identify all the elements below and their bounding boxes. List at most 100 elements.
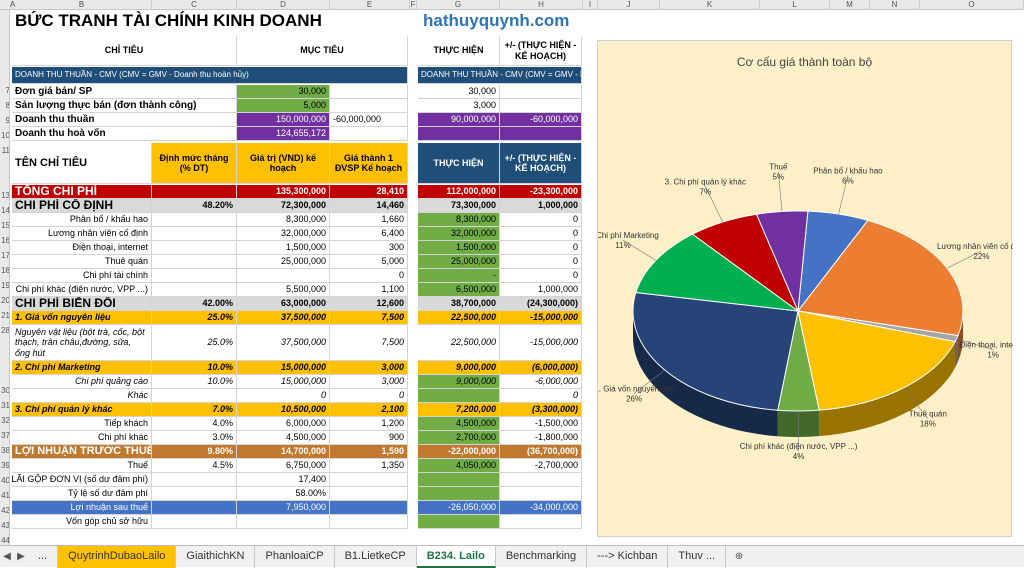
cost-row-actual[interactable]: 6,500,000 [418,283,500,297]
cost-header-pct[interactable]: Định mức tháng (% DT) [152,143,237,184]
cost-row-plan[interactable]: 135,300,000 [237,185,330,199]
cost-row-label[interactable]: Điện thoại, internet [12,241,152,255]
sheet-tab[interactable]: Benchmarking [496,546,587,568]
sheet-tab[interactable]: ... [28,546,58,568]
cost-row-unit[interactable]: 1,100 [330,283,408,297]
sheet-tab[interactable]: GiaithichKN [176,546,255,568]
sheet-tab[interactable]: B1.LietkeCP [335,546,417,568]
cost-row-unit[interactable]: 14,460 [330,199,408,213]
cost-row-actual[interactable]: - [418,269,500,283]
cost-row-plan[interactable]: 32,000,000 [237,227,330,241]
sheet-tab[interactable]: PhanloaiCP [255,546,334,568]
column-header[interactable]: M [830,0,870,10]
column-header[interactable]: L [760,0,830,10]
cost-row-unit[interactable]: 3,000 [330,361,408,375]
row-header[interactable]: 30 [0,385,10,397]
cost-header-unit[interactable]: Giá thành 1 ĐVSP Kế hoạch [330,143,408,184]
cost-row-label[interactable]: 3. Chi phí quản lý khác [12,403,152,417]
row-header[interactable]: 18 [0,265,10,277]
info-diff[interactable] [500,85,582,99]
cost-row-label[interactable]: Lợi nhuận sau thuế [12,501,152,515]
cost-row-diff[interactable]: (6,000,000) [500,361,582,375]
info-plan[interactable]: 150,000,000 [237,113,330,127]
cost-row-label[interactable]: CHI PHÍ BIẾN ĐỔI [12,297,152,311]
info-blank[interactable] [330,127,408,141]
cost-row-pct[interactable]: 10.0% [152,375,237,389]
cost-row-plan[interactable]: 8,300,000 [237,213,330,227]
cost-row-pct[interactable]: 25.0% [152,325,237,361]
cost-row-pct[interactable]: 48.20% [152,199,237,213]
cost-row-pct[interactable] [152,515,237,529]
cost-row-pct[interactable]: 4.0% [152,417,237,431]
cost-row-unit[interactable]: 0 [330,389,408,403]
cost-row-pct[interactable]: 3.0% [152,431,237,445]
cost-row-label[interactable]: TỔNG CHI PHÍ [12,185,152,199]
tab-scroll-right-icon[interactable]: ▶ [14,551,28,562]
info-label[interactable]: Sản lượng thực bán (đơn thành công) [12,99,237,113]
header-muc-tieu[interactable]: MỤC TIÊU [237,36,408,66]
tab-scroll-left-icon[interactable]: ◀ [0,551,14,562]
row-header[interactable]: 9 [0,115,10,127]
cost-row-label[interactable]: LỢI NHUẬN TRƯỚC THUẾ [12,445,152,459]
header-thuc-hien[interactable]: THỰC HIỆN [418,36,500,66]
row-header[interactable]: 44 [0,535,10,545]
row-header[interactable]: 31 [0,400,10,412]
cost-row-diff[interactable]: -15,000,000 [500,325,582,361]
cost-header-plan[interactable]: Giá trị (VND) kế hoạch [237,143,330,184]
row-header[interactable]: 13 [0,190,10,202]
cost-row-diff[interactable]: 0 [500,241,582,255]
cost-row-unit[interactable]: 1,590 [330,445,408,459]
cost-row-actual[interactable]: 4,050,000 [418,459,500,473]
cost-row-pct[interactable] [152,241,237,255]
info-label[interactable]: Đơn giá bán/ SP [12,85,237,99]
cost-row-label[interactable]: Chi phí tài chính [12,269,152,283]
sheet-tab[interactable]: QuytrinhDubaoLailo [58,546,176,568]
row-header[interactable]: 8 [0,100,10,112]
cost-row-unit[interactable]: 12,600 [330,297,408,311]
cost-row-diff[interactable]: -15,000,000 [500,311,582,325]
cost-row-plan[interactable]: 1,500,000 [237,241,330,255]
cost-row-label[interactable]: Chi phí khác [12,431,152,445]
cost-row-plan[interactable]: 10,500,000 [237,403,330,417]
info-diff[interactable]: -60,000,000 [500,113,582,127]
cost-row-diff[interactable]: -6,000,000 [500,375,582,389]
cost-row-plan[interactable]: 7,950,000 [237,501,330,515]
cost-row-diff[interactable]: -2,700,000 [500,459,582,473]
cost-row-pct[interactable] [152,227,237,241]
cost-row-diff[interactable] [500,487,582,501]
info-actual[interactable]: 90,000,000 [418,113,500,127]
cost-row-diff[interactable]: -23,300,000 [500,185,582,199]
cost-row-actual[interactable]: 22,500,000 [418,311,500,325]
cost-row-unit[interactable]: 1,350 [330,459,408,473]
header-chi-tieu[interactable]: CHỈ TIÊU [12,36,237,66]
header-tang-giam[interactable]: +/- (THỰC HIỆN - KẾ HOẠCH) [500,36,582,66]
cost-row-plan[interactable]: 14,700,000 [237,445,330,459]
cost-row-label[interactable]: Tỷ lệ số dư đảm phí [12,487,152,501]
row-header[interactable]: 20 [0,295,10,307]
cost-row-pct[interactable] [152,283,237,297]
column-header[interactable]: H [500,0,583,10]
cost-row-unit[interactable]: 0 [330,269,408,283]
cost-row-unit[interactable]: 7,500 [330,311,408,325]
column-header[interactable]: E [330,0,410,10]
cost-row-pct[interactable]: 25.0% [152,311,237,325]
cost-row-pct[interactable]: 4.5% [152,459,237,473]
row-header[interactable]: 28 [0,325,10,337]
cost-row-actual[interactable]: 32,000,000 [418,227,500,241]
cost-row-label[interactable]: Chi phí khác (điện nước, VPP ...) [12,283,152,297]
info-diff[interactable] [500,127,582,141]
cost-row-plan[interactable] [237,269,330,283]
cost-row-label[interactable]: Thuế [12,459,152,473]
info-label[interactable]: Doanh thu hoà vốn [12,127,237,141]
column-header[interactable]: C [152,0,237,10]
row-header[interactable]: 14 [0,205,10,217]
row-header[interactable]: 11 [0,145,10,157]
cost-row-unit[interactable] [330,515,408,529]
info-label[interactable]: Doanh thu thuần [12,113,237,127]
info-diff[interactable] [500,99,582,113]
cost-row-diff[interactable]: -34,000,000 [500,501,582,515]
row-header[interactable]: 39 [0,460,10,472]
row-header[interactable]: 41 [0,490,10,502]
row-header[interactable]: 37 [0,430,10,442]
cost-row-label[interactable]: Tiếp khách [12,417,152,431]
